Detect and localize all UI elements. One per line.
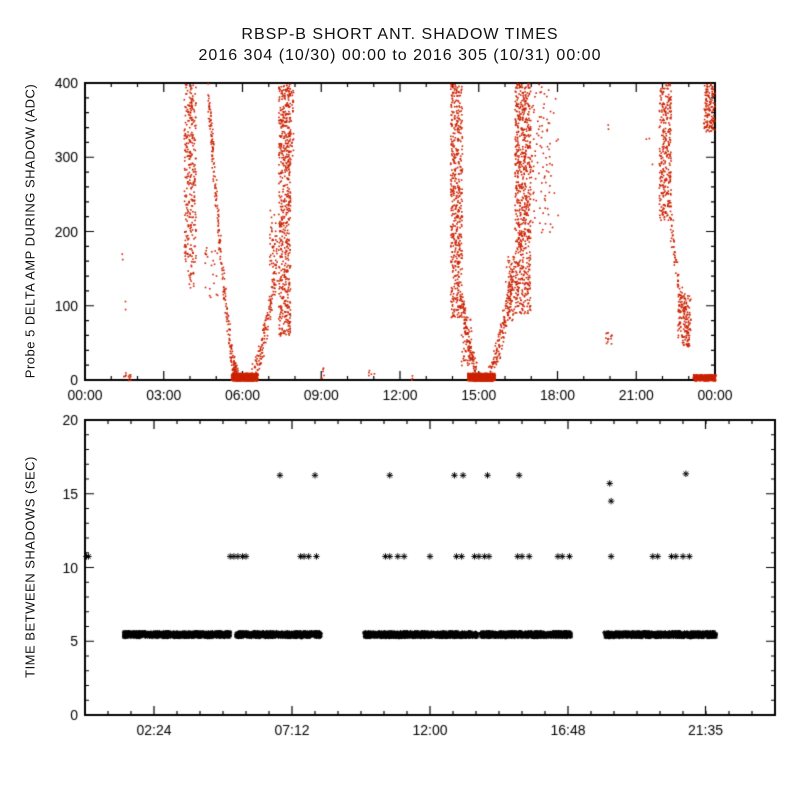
chart-subtitle: 2016 304 (10/30) 00:00 to 2016 305 (10/3… — [198, 47, 602, 64]
bottom-y-axis-label: TIME BETWEEN SHADOWS (SEC) — [22, 456, 38, 678]
chart-title: RBSP-B SHORT ANT. SHADOW TIMES — [241, 26, 559, 43]
top-y-axis-label: Probe 5 DELTA AMP DURING SHADOW (ADC) — [22, 83, 38, 379]
